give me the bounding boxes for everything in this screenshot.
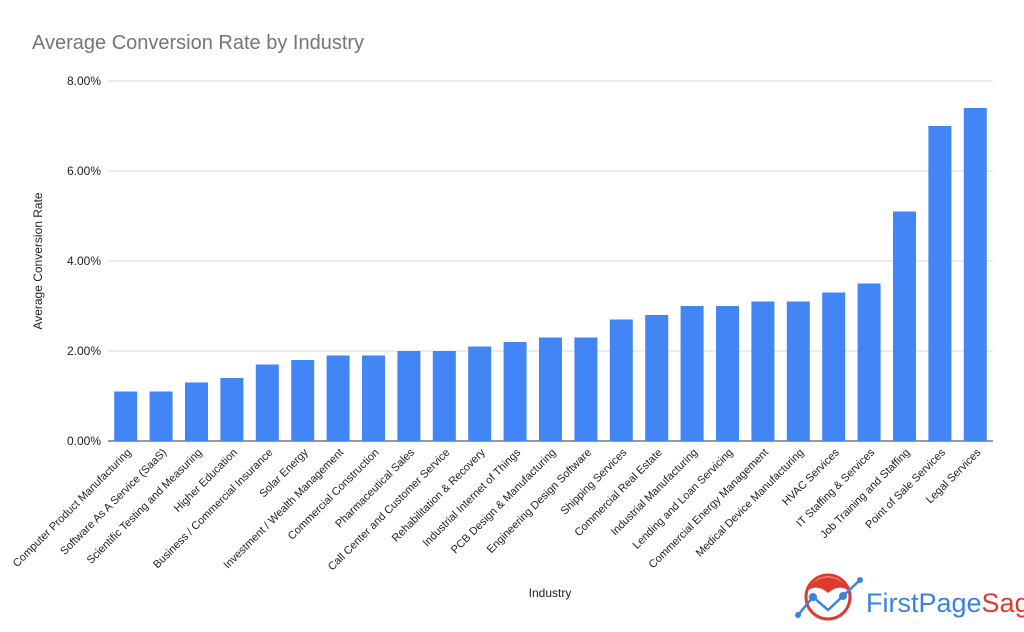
bar	[928, 126, 952, 441]
bar	[362, 355, 385, 441]
y-tick-label: 2.00%	[67, 344, 101, 358]
bar	[857, 283, 881, 441]
bar	[114, 391, 138, 441]
bar	[255, 364, 279, 441]
bar	[963, 108, 987, 441]
bar	[893, 211, 916, 441]
bar	[786, 301, 810, 441]
bar	[609, 319, 633, 441]
bar	[574, 337, 598, 441]
x-tick-label: Shipping Services	[559, 446, 630, 517]
bar	[822, 292, 846, 441]
bar	[149, 391, 173, 441]
bar	[503, 342, 527, 441]
svg-text:FirstPageSage: FirstPageSage	[866, 588, 1024, 618]
bar	[539, 337, 562, 441]
x-tick-label: Higher Education	[172, 447, 240, 515]
y-tick-label: 0.00%	[67, 434, 101, 448]
firstpagesage-logo: FirstPageSage	[795, 573, 1024, 621]
bar	[326, 355, 350, 441]
y-tick-label: 8.00%	[67, 74, 101, 88]
y-axis-label: Average Conversion Rate	[31, 192, 45, 330]
bar	[432, 351, 456, 441]
bar	[680, 306, 704, 441]
y-tick-label: 4.00%	[67, 254, 101, 268]
bar	[220, 378, 244, 441]
bar	[291, 360, 315, 441]
bar	[468, 346, 492, 441]
bar	[716, 306, 739, 441]
x-axis-label: Industry	[529, 586, 572, 600]
bar	[185, 382, 208, 441]
bar	[645, 315, 669, 441]
bar	[397, 351, 421, 441]
y-tick-label: 6.00%	[67, 164, 101, 178]
chart-title: Average Conversion Rate by Industry	[32, 32, 364, 54]
bar	[751, 301, 775, 441]
